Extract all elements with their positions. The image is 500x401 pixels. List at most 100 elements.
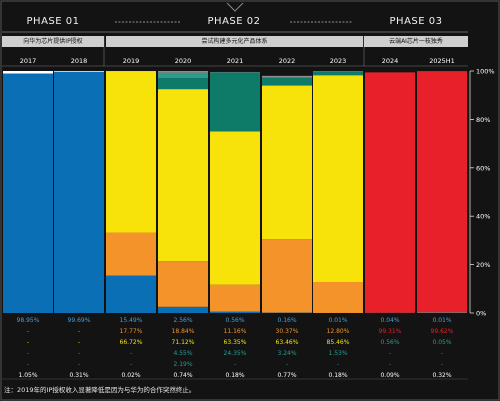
data-label-2022: 0.16% <box>277 317 296 324</box>
data-label-2022: 30.37% <box>276 328 299 335</box>
data-label-2025H1: 99.62% <box>431 328 454 335</box>
phase-01-title: PHASE 01 <box>26 16 80 27</box>
bar-segment-2023-yellow <box>313 75 363 282</box>
year-label-2019: 2019 <box>122 57 140 65</box>
data-label-2020: 0.74% <box>173 372 192 379</box>
bar-segment-2021-green <box>210 72 260 132</box>
data-label-2023: 0.18% <box>328 372 347 379</box>
data-label-2019: 0.02% <box>121 372 140 379</box>
bar-segment-2022-orange <box>262 239 312 313</box>
bar-segment-2020-green <box>158 78 208 90</box>
phase-03-title: PHASE 03 <box>389 16 443 27</box>
year-label-2023: 2023 <box>329 57 347 65</box>
bar-segment-2021-blue <box>210 311 260 313</box>
y-tick-label: 100% <box>476 68 495 76</box>
year-label-2017: 2017 <box>19 57 37 65</box>
data-label-2019: - <box>130 361 132 368</box>
year-label-2021: 2021 <box>226 57 244 65</box>
y-tick-label: 40% <box>476 213 490 221</box>
data-label-2023: 85.46% <box>327 339 350 346</box>
data-label-2017: 1.05% <box>18 372 37 379</box>
bar-segment-2022-gray <box>262 75 312 78</box>
data-label-2023: 1.53% <box>328 350 347 357</box>
data-label-2019: 17.77% <box>120 328 143 335</box>
data-label-2024: - <box>389 350 391 357</box>
data-label-2020: 71.12% <box>172 339 195 346</box>
year-label-2025H1: 2025H1 <box>429 57 455 65</box>
data-label-2018: 99.69% <box>68 317 91 324</box>
y-tick-label: 0% <box>476 310 486 318</box>
bar-segment-2021-yellow <box>210 131 260 285</box>
data-label-2017: - <box>27 361 29 368</box>
y-tick-label: 80% <box>476 116 490 124</box>
y-tick-label: 60% <box>476 164 490 172</box>
data-label-2022: 63.46% <box>276 339 299 346</box>
bar-segment-2019-blue <box>106 275 156 313</box>
data-label-2020: 4.55% <box>173 350 192 357</box>
data-label-2017: - <box>27 350 29 357</box>
data-label-2023: - <box>337 361 339 368</box>
data-label-2022: - <box>286 361 288 368</box>
bar-segment-2018-white <box>54 71 104 72</box>
phase-01-subtitle: 向华为芯片提供IP授权 <box>2 36 104 47</box>
data-label-2020: 2.56% <box>173 317 192 324</box>
data-label-2024: 0.04% <box>380 317 399 324</box>
data-label-2025H1: 0.05% <box>432 339 451 346</box>
bar-segment-2017-white <box>3 71 53 74</box>
data-label-2020: 18.84% <box>172 328 195 335</box>
data-label-2025H1: - <box>441 350 443 357</box>
data-label-2017: 98.95% <box>17 317 40 324</box>
data-label-2023: 0.01% <box>328 317 347 324</box>
data-label-2018: 0.31% <box>69 372 88 379</box>
bar-segment-2019-orange <box>106 232 156 276</box>
data-label-2024: 99.31% <box>379 328 402 335</box>
data-label-2021: - <box>234 361 236 368</box>
data-label-2024: 0.09% <box>380 372 399 379</box>
data-label-2024: - <box>389 361 391 368</box>
bar-segment-2020-orange <box>158 261 208 307</box>
data-label-2024: 0.56% <box>380 339 399 346</box>
data-label-2019: 15.49% <box>120 317 143 324</box>
data-label-2018: - <box>78 350 80 357</box>
bar-segment-2022-green <box>262 77 312 86</box>
bar-segment-2018-blue <box>54 71 104 313</box>
data-label-2022: 3.24% <box>277 350 296 357</box>
data-label-2018: - <box>78 361 80 368</box>
bar-segment-2023-green <box>313 71 363 76</box>
data-label-2021: 24.35% <box>224 350 247 357</box>
data-label-2022: 0.77% <box>277 372 296 379</box>
data-label-2018: - <box>78 339 80 346</box>
data-label-2019: - <box>130 350 132 357</box>
data-label-2021: 0.18% <box>225 372 244 379</box>
phase-pointer <box>226 2 244 12</box>
y-tick-label: 20% <box>476 261 490 269</box>
data-label-2020: 2.19% <box>173 361 192 368</box>
data-label-2021: 0.56% <box>225 317 244 324</box>
year-label-2022: 2022 <box>278 57 296 65</box>
footnote: 注：2019年的IP授权收入显著降低是因为与华为的合作突然终止。 <box>4 386 196 394</box>
phase-03-subtitle: 云端AI芯片一枝独秀 <box>364 36 468 47</box>
bar-segment-2020-teal <box>158 72 208 79</box>
data-label-2021: 11.16% <box>224 328 247 335</box>
data-label-2017: - <box>27 339 29 346</box>
year-label-2024: 2024 <box>381 57 399 65</box>
data-label-2025H1: 0.01% <box>432 317 451 324</box>
phase-02-subtitle: 尝试构建多元化产品体系 <box>106 36 363 47</box>
data-label-2018: - <box>78 328 80 335</box>
bar-segment-2019-yellow <box>106 71 156 233</box>
bar-segment-2020-gray <box>158 71 208 73</box>
phase-02-title: PHASE 02 <box>207 16 261 27</box>
bar-segment-2025H1-gray <box>417 312 467 313</box>
bar-segment-2020-blue <box>158 306 208 313</box>
data-label-2025H1: 0.32% <box>432 372 451 379</box>
bar-segment-2023-orange <box>313 281 363 313</box>
data-label-2017: - <box>27 328 29 335</box>
bar-segment-2024-red <box>365 72 415 313</box>
bar-segment-2020-yellow <box>158 89 208 262</box>
data-label-2025H1: - <box>441 361 443 368</box>
year-label-2018: 2018 <box>70 57 88 65</box>
data-label-2021: 63.35% <box>224 339 247 346</box>
data-label-2019: 66.72% <box>120 339 143 346</box>
